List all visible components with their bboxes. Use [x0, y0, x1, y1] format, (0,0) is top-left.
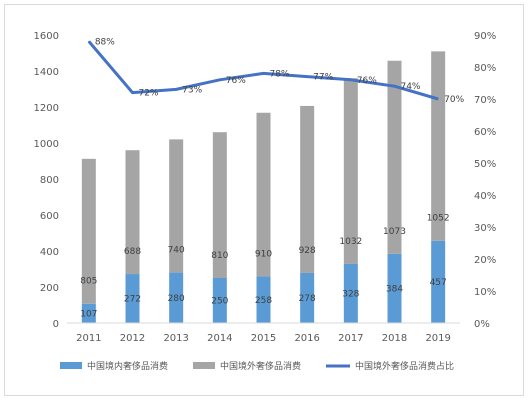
line-point — [88, 40, 90, 42]
bar-overseas — [256, 112, 271, 277]
legend-label-domestic: 中国境内奢侈品消费 — [87, 360, 168, 372]
data-label-overseas: 910 — [255, 250, 272, 260]
data-label-overseas: 810 — [211, 251, 228, 261]
data-label-domestic: 278 — [299, 294, 316, 304]
bar-domestic — [212, 278, 227, 323]
line-point — [219, 79, 221, 81]
bar-domestic — [431, 240, 446, 323]
data-label-share: 72% — [138, 89, 158, 99]
line-point — [263, 72, 264, 74]
x-axis-tick-label: 2019 — [425, 333, 450, 344]
right-axis-tick-label: 40% — [474, 191, 496, 202]
left-axis-tick-label: 200 — [40, 283, 59, 294]
x-axis-tick-label: 2016 — [294, 333, 319, 344]
data-label-domestic: 258 — [255, 296, 272, 306]
data-label-domestic: 107 — [80, 309, 97, 319]
legend-swatch-overseas — [193, 362, 215, 369]
left-axis-tick-label: 0 — [53, 319, 59, 330]
data-label-overseas: 928 — [299, 246, 316, 256]
bar-domestic — [81, 303, 96, 323]
legend-label-overseas: 中国境外奢侈品消费 — [220, 360, 301, 372]
data-label-overseas: 688 — [124, 247, 141, 257]
data-label-share: 78% — [269, 69, 289, 79]
bar-domestic — [387, 253, 402, 323]
left-axis-tick-label: 1600 — [34, 31, 59, 42]
data-label-overseas: 1073 — [383, 227, 406, 237]
bar-overseas — [125, 150, 140, 275]
data-label-overseas: 1032 — [339, 237, 362, 247]
x-axis-tick-label: 2015 — [251, 333, 276, 344]
chart-frame: 0 200 400 600 800 1000 1200 1400 1600 0% 10% 20% 30%… — [4, 4, 524, 396]
right-axis-tick-label: 60% — [474, 127, 496, 138]
bar-overseas — [431, 51, 446, 241]
data-label-overseas: 805 — [80, 277, 97, 287]
data-label-share: 77% — [313, 73, 333, 83]
bar-overseas — [212, 132, 227, 278]
left-axis-tick-label: 600 — [40, 211, 59, 222]
data-label-domestic: 457 — [430, 278, 447, 288]
x-axis-tick-label: 2017 — [338, 333, 363, 344]
bar-overseas — [169, 139, 184, 273]
right-axis-tick-label: 90% — [474, 31, 496, 42]
bar-domestic — [343, 263, 358, 323]
left-axis-tick-label: 1400 — [34, 67, 59, 78]
bar-overseas — [300, 105, 315, 273]
right-axis-tick-label: 10% — [474, 287, 496, 298]
data-label-domestic: 328 — [342, 289, 359, 299]
right-axis-tick-label: 30% — [474, 223, 496, 234]
left-axis-tick-label: 400 — [40, 247, 59, 258]
right-axis-tick-label: 80% — [474, 63, 496, 74]
line-point — [175, 88, 177, 90]
data-label-share: 74% — [400, 82, 420, 92]
x-axis-tick-label: 2018 — [382, 333, 407, 344]
data-label-domestic: 272 — [124, 295, 141, 305]
left-axis-tick-label: 1200 — [34, 103, 59, 114]
legend-label-share: 中国境外奢侈品消费占比 — [355, 360, 454, 372]
line-point — [306, 76, 308, 78]
line-point — [437, 98, 439, 100]
line-point — [394, 85, 395, 87]
data-label-domestic: 250 — [211, 297, 228, 307]
x-axis-tick-label: 2014 — [207, 333, 232, 344]
data-label-share: 88% — [95, 37, 115, 47]
line-point — [132, 92, 133, 94]
right-axis-tick-label: 20% — [474, 255, 496, 266]
data-label-overseas: 1052 — [427, 214, 450, 224]
data-label-overseas: 740 — [168, 246, 185, 256]
right-axis-tick-label: 0% — [474, 319, 490, 330]
bar-domestic — [169, 272, 184, 323]
data-label-share: 76% — [357, 76, 377, 86]
bar-overseas — [343, 78, 358, 264]
left-axis-tick-label: 1000 — [34, 139, 59, 150]
data-label-share: 73% — [182, 85, 202, 95]
bar-domestic — [125, 274, 140, 323]
legend-swatch-domestic — [60, 362, 82, 369]
data-label-share: 76% — [226, 76, 246, 86]
data-label-domestic: 280 — [168, 294, 185, 304]
chart: 0 200 400 600 800 1000 1200 1400 1600 0% 10% 20% 30%… — [34, 31, 497, 372]
bar-overseas — [387, 60, 402, 254]
x-axis-tick-label: 2011 — [76, 333, 101, 344]
line-point — [350, 79, 352, 81]
bar-domestic — [256, 276, 271, 323]
data-label-share: 70% — [444, 95, 464, 105]
left-axis-tick-label: 800 — [40, 175, 59, 186]
bar-overseas — [81, 158, 96, 304]
data-label-domestic: 384 — [386, 284, 403, 294]
right-axis-tick-label: 70% — [474, 95, 496, 106]
x-axis-tick-label: 2013 — [163, 333, 188, 344]
x-axis-tick-label: 2012 — [120, 333, 145, 344]
bar-domestic — [300, 272, 315, 323]
right-axis-tick-label: 50% — [474, 159, 496, 170]
